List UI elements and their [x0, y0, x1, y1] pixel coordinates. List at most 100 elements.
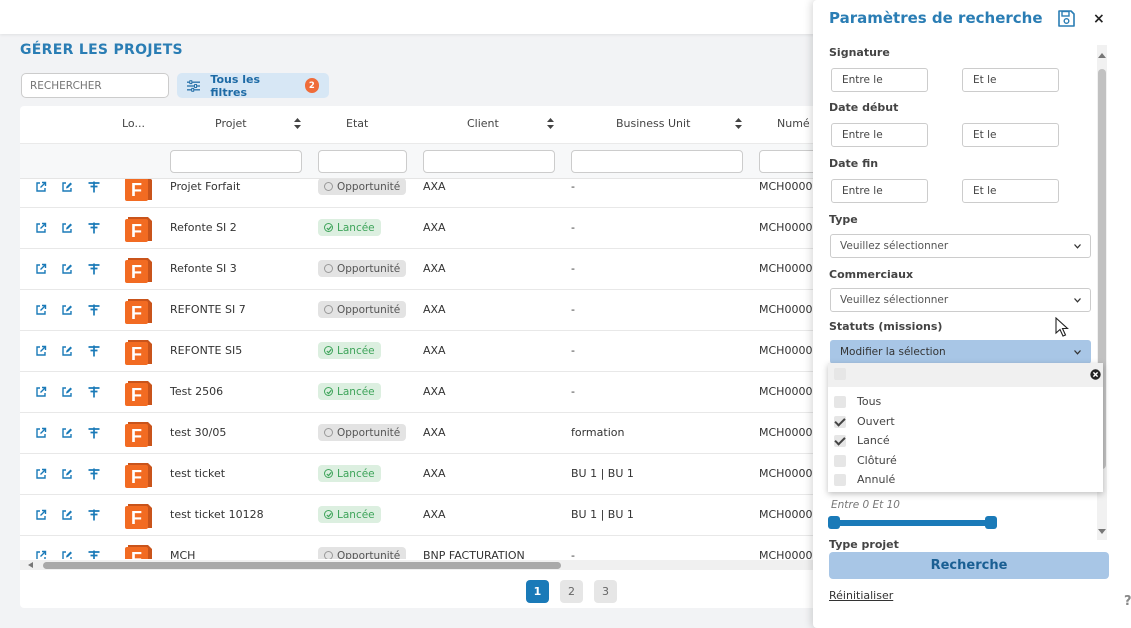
hierarchy-icon[interactable]	[88, 427, 100, 439]
hierarchy-icon[interactable]	[88, 304, 100, 316]
status-option-checkbox[interactable]	[834, 415, 846, 428]
close-icon[interactable]: ×	[1093, 11, 1105, 27]
open-external-icon[interactable]	[35, 222, 47, 234]
status-option-label[interactable]: Clôturé	[857, 453, 897, 467]
column-header-numero[interactable]: Numé	[777, 117, 810, 130]
hierarchy-icon[interactable]	[88, 550, 100, 559]
edit-icon[interactable]	[61, 468, 73, 480]
column-header-business-unit[interactable]: Business Unit	[616, 117, 691, 130]
status-option-checkbox[interactable]	[834, 435, 846, 447]
edit-icon[interactable]	[61, 345, 73, 357]
edit-icon[interactable]	[61, 427, 73, 439]
column-header-projet[interactable]: Projet	[215, 117, 247, 130]
all-filters-button[interactable]: Tous les filtres 2	[177, 73, 329, 99]
table-row[interactable]: F REFONTE SI 7 Opportunité AXA - MCH0000	[20, 290, 820, 331]
open-external-icon[interactable]	[35, 345, 47, 357]
projet-filter-input[interactable]	[170, 150, 302, 173]
scroll-up-icon[interactable]	[1098, 53, 1106, 58]
etat-filter-input[interactable]	[318, 150, 407, 173]
table-row[interactable]: F Test 2506 Lancée AXA - MCH0000	[20, 372, 820, 413]
table-row[interactable]: F test ticket 10128 Lancée AXA BU 1 | BU…	[20, 495, 820, 536]
status-option-checkbox[interactable]	[834, 474, 846, 486]
open-external-icon[interactable]	[35, 386, 47, 398]
sort-icon[interactable]	[294, 118, 301, 129]
range-slider-track[interactable]	[831, 520, 991, 526]
status-option-label[interactable]: Ouvert	[857, 414, 895, 428]
column-header-logo[interactable]: Lo...	[122, 117, 145, 130]
type-select[interactable]: Veuillez sélectionner	[830, 234, 1091, 258]
reset-link[interactable]: Réinitialiser	[829, 589, 894, 602]
table-row[interactable]: F Projet Forfait Opportunité AXA - MCH00…	[20, 179, 820, 208]
scroll-left-icon[interactable]	[28, 562, 33, 568]
status-option-label[interactable]: Annulé	[857, 473, 896, 486]
select-all-checkbox[interactable]	[834, 368, 846, 380]
scrollbar-thumb[interactable]	[1098, 69, 1106, 469]
edit-icon[interactable]	[61, 509, 73, 521]
hierarchy-icon[interactable]	[88, 222, 100, 234]
status-label: Lancée	[337, 344, 375, 357]
business-unit-filter-input[interactable]	[571, 150, 743, 173]
page-3-button[interactable]: 3	[594, 580, 617, 603]
date-debut-from-input[interactable]: Entre le	[831, 123, 928, 147]
sort-icon[interactable]	[547, 118, 554, 129]
statuts-select[interactable]: Modifier la sélection	[830, 340, 1091, 364]
date-fin-from-input[interactable]: Entre le	[831, 179, 928, 203]
edit-icon[interactable]	[61, 386, 73, 398]
hierarchy-icon[interactable]	[88, 509, 100, 521]
panel-vertical-scrollbar[interactable]	[1097, 45, 1107, 540]
svg-text:F: F	[131, 508, 142, 528]
status-option-label[interactable]: Tous	[857, 395, 882, 408]
date-debut-to-input[interactable]: Et le	[962, 123, 1059, 147]
open-external-icon[interactable]	[35, 550, 47, 559]
signature-from-input[interactable]: Entre le	[831, 68, 928, 92]
edit-icon[interactable]	[61, 263, 73, 275]
hierarchy-icon[interactable]	[88, 345, 100, 357]
horizontal-scrollbar[interactable]	[20, 560, 820, 570]
signature-to-input[interactable]: Et le	[962, 68, 1059, 92]
range-max-handle[interactable]	[985, 516, 997, 529]
project-logo-icon: F	[125, 217, 152, 242]
numero-filter-input[interactable]	[759, 150, 820, 173]
hierarchy-icon[interactable]	[88, 181, 100, 193]
open-external-icon[interactable]	[35, 468, 47, 480]
status-option-checkbox[interactable]	[834, 396, 846, 408]
business-unit: BU 1 | BU 1	[571, 508, 634, 521]
scrollbar-thumb[interactable]	[43, 562, 561, 569]
status-option-label[interactable]: Lancé	[857, 434, 890, 447]
svg-text:F: F	[131, 262, 142, 282]
hierarchy-icon[interactable]	[88, 263, 100, 275]
search-input[interactable]	[21, 73, 169, 98]
open-external-icon[interactable]	[35, 509, 47, 521]
edit-icon[interactable]	[61, 222, 73, 234]
sort-icon[interactable]	[735, 118, 742, 129]
commerciaux-select[interactable]: Veuillez sélectionner	[830, 288, 1091, 312]
search-button[interactable]: Recherche	[829, 552, 1109, 579]
page-2-button[interactable]: 2	[560, 580, 583, 603]
date-fin-to-input[interactable]: Et le	[962, 179, 1059, 203]
open-external-icon[interactable]	[35, 427, 47, 439]
help-icon[interactable]: ?	[1124, 594, 1131, 609]
edit-icon[interactable]	[61, 304, 73, 316]
table-row[interactable]: F test 30/05 Opportunité AXA formation M…	[20, 413, 820, 454]
column-header-etat[interactable]: Etat	[346, 117, 369, 130]
open-external-icon[interactable]	[35, 263, 47, 275]
edit-icon[interactable]	[61, 550, 73, 559]
open-external-icon[interactable]	[35, 181, 47, 193]
table-row[interactable]: F REFONTE SI5 Lancée AXA - MCH0000	[20, 331, 820, 372]
table-row[interactable]: F Refonte SI 3 Opportunité AXA - MCH0000	[20, 249, 820, 290]
edit-icon[interactable]	[61, 181, 73, 193]
table-row[interactable]: F MCH Opportunité BNP FACTURATION - MCH0…	[20, 536, 820, 559]
status-option-checkbox[interactable]	[834, 454, 846, 467]
column-header-client[interactable]: Client	[467, 117, 499, 130]
scroll-down-icon[interactable]	[1098, 529, 1106, 534]
table-row[interactable]: F Refonte SI 2 Lancée AXA - MCH0000	[20, 208, 820, 249]
table-row[interactable]: F test ticket Lancée AXA BU 1 | BU 1 MCH…	[20, 454, 820, 495]
hierarchy-icon[interactable]	[88, 386, 100, 398]
range-min-handle[interactable]	[828, 516, 840, 529]
page-1-button[interactable]: 1	[526, 580, 549, 603]
save-icon[interactable]	[1057, 9, 1076, 28]
open-external-icon[interactable]	[35, 304, 47, 316]
client-filter-input[interactable]	[423, 150, 555, 173]
clear-icon[interactable]	[1090, 369, 1101, 380]
hierarchy-icon[interactable]	[88, 468, 100, 480]
